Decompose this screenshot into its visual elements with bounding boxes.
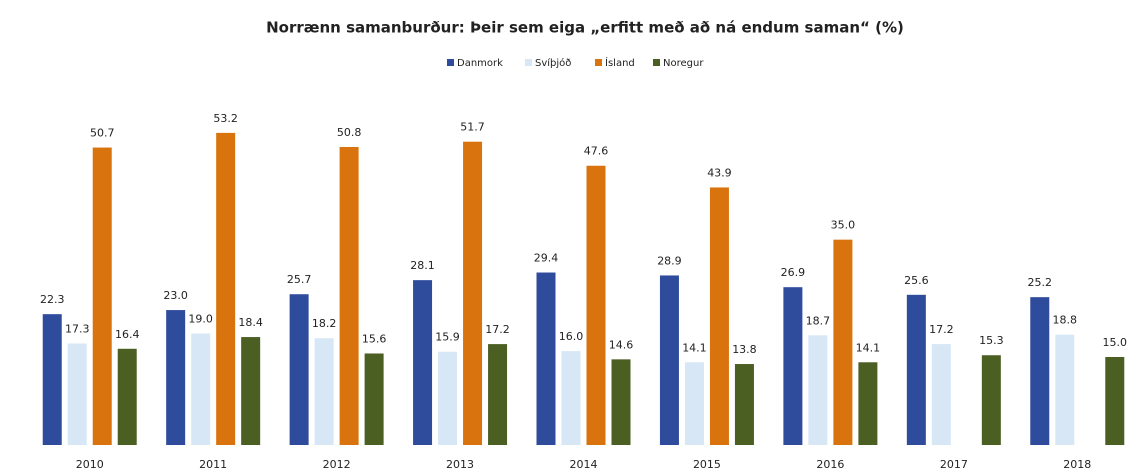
x-tick-label: 2012 [323, 458, 351, 471]
x-tick-label: 2014 [570, 458, 598, 471]
value-label: 14.1 [682, 341, 707, 354]
value-label: 25.6 [904, 274, 929, 287]
bar [438, 351, 458, 445]
value-label: 47.6 [584, 145, 609, 158]
bar [586, 165, 606, 445]
legend-label: Ísland [605, 56, 635, 69]
legend-label: Svíþjóð [535, 57, 571, 69]
value-label: 50.8 [337, 126, 362, 139]
value-label: 35.0 [831, 219, 856, 232]
value-label: 15.3 [979, 334, 1004, 347]
value-label: 25.2 [1028, 276, 1053, 289]
value-label: 18.2 [312, 317, 337, 330]
bar [734, 364, 754, 445]
bar [488, 344, 508, 445]
value-label: 15.6 [362, 332, 387, 345]
bar [166, 310, 186, 445]
value-label: 18.8 [1053, 314, 1078, 327]
bar [117, 348, 137, 445]
x-tick-label: 2017 [940, 458, 968, 471]
bar [906, 294, 926, 445]
bar [833, 239, 853, 445]
value-label: 16.4 [115, 328, 140, 341]
bar [981, 355, 1001, 445]
x-tick-label: 2018 [1063, 458, 1091, 471]
value-label: 17.2 [485, 323, 510, 336]
value-label: 14.6 [609, 338, 634, 351]
x-tick-label: 2011 [199, 458, 227, 471]
legend-swatch [447, 59, 454, 66]
value-label: 15.0 [1103, 336, 1128, 349]
bar [659, 275, 679, 445]
value-label: 53.2 [213, 112, 238, 125]
bar [42, 314, 62, 445]
x-tick-label: 2010 [76, 458, 104, 471]
bar [611, 359, 631, 445]
value-label: 28.9 [657, 254, 682, 267]
value-label: 16.0 [559, 330, 584, 343]
value-label: 17.2 [929, 323, 954, 336]
chart-title: Norrænn samanburður: Þeir sem eiga „erfi… [266, 19, 904, 37]
value-label: 22.3 [40, 293, 65, 306]
bar [561, 351, 581, 445]
value-label: 19.0 [188, 313, 213, 326]
legend-swatch [525, 59, 532, 66]
legend-label: Noregur [663, 58, 704, 69]
bar [783, 287, 803, 445]
bar [463, 141, 483, 445]
bar [289, 294, 309, 445]
bar [1105, 357, 1125, 445]
value-label: 43.9 [707, 166, 732, 179]
value-label: 50.7 [90, 127, 115, 140]
bar [191, 333, 211, 445]
value-label: 15.9 [435, 331, 460, 344]
bar [413, 280, 433, 445]
bar [709, 187, 729, 445]
legend-swatch [595, 59, 602, 66]
value-label: 14.1 [856, 341, 881, 354]
value-label: 29.4 [534, 252, 559, 265]
bar [314, 338, 334, 445]
value-label: 25.7 [287, 273, 312, 286]
value-label: 26.9 [781, 266, 806, 279]
bar [67, 343, 87, 445]
x-tick-label: 2013 [446, 458, 474, 471]
value-label: 13.8 [732, 343, 757, 356]
value-label: 28.1 [410, 259, 435, 272]
bar [684, 362, 704, 445]
bar [216, 132, 236, 446]
value-label: 17.3 [65, 323, 90, 336]
x-tick-label: 2016 [816, 458, 844, 471]
value-label: 23.0 [163, 289, 188, 302]
legend-label: Danmork [457, 58, 503, 69]
bar [858, 362, 878, 445]
bar [931, 344, 951, 445]
bar [1055, 334, 1075, 445]
x-tick-label: 2015 [693, 458, 721, 471]
bar [339, 146, 359, 445]
bar [241, 337, 261, 445]
value-label: 18.7 [806, 314, 831, 327]
value-label: 51.7 [460, 121, 485, 134]
value-label: 18.4 [238, 316, 263, 329]
legend-swatch [653, 59, 660, 66]
bar [92, 147, 112, 445]
bar [536, 272, 556, 445]
bar [808, 335, 828, 445]
bar [1030, 297, 1050, 445]
bar [364, 353, 384, 445]
